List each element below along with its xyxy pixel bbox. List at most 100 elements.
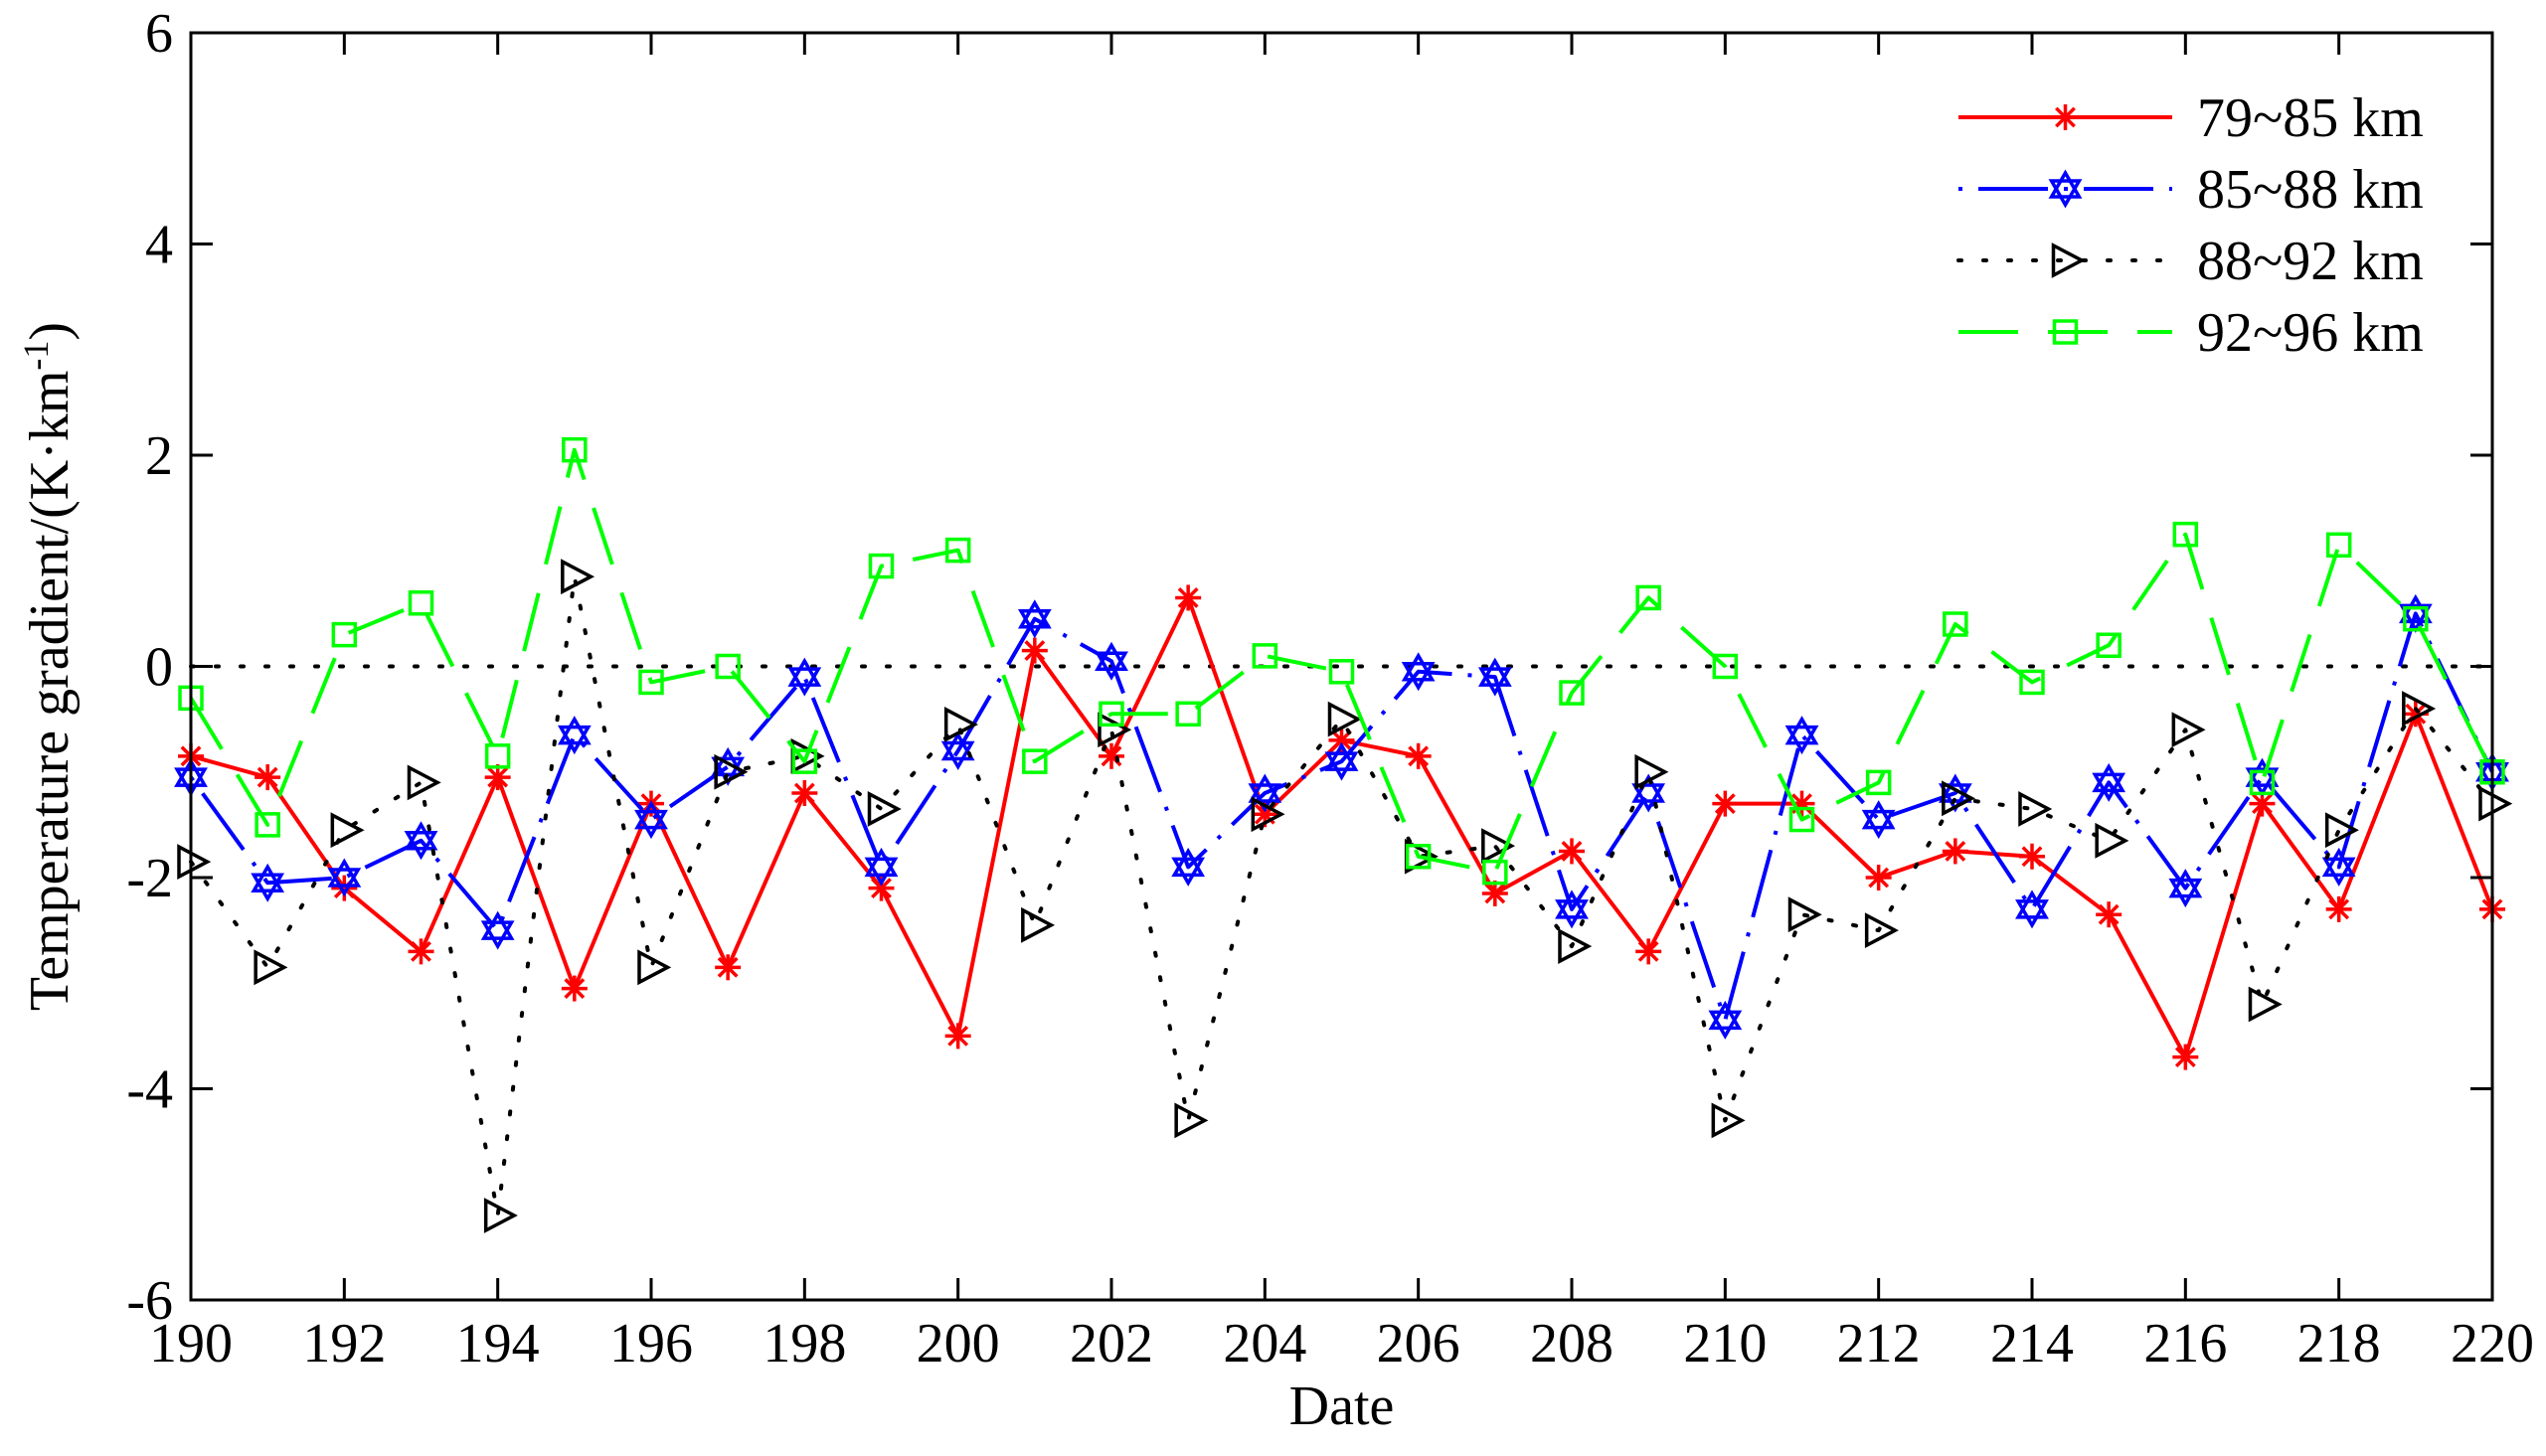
data-point-marker [1405, 742, 1432, 769]
triangle-shape [1174, 1102, 1209, 1139]
data-point-marker [408, 590, 434, 616]
square-shape [1099, 701, 1124, 728]
data-point-marker [327, 858, 362, 897]
hexagram-triangle [1555, 899, 1589, 929]
triangle-shape [483, 1198, 518, 1233]
data-point-marker [864, 847, 899, 887]
triangle-shape [1942, 780, 1976, 817]
data-point-marker [940, 730, 975, 771]
y-axis-title: Temperature gradient/(K·km-1) [16, 322, 81, 1011]
data-point-marker [787, 657, 822, 697]
axis-ticks: 190 192 194 196 198 200 202 204 206 208 210 212 214 2… [126, 3, 2534, 1375]
plot-series-layer [174, 436, 2513, 1233]
y-axis-title-close: ) [19, 322, 81, 341]
data-point-marker [255, 812, 280, 838]
square-shape [715, 653, 741, 680]
square-shape [1405, 844, 1432, 870]
hexagram-triangle [1095, 651, 1128, 681]
legend-entry: 88~92 km [1956, 231, 2424, 292]
x-tick-label: 210 [1683, 1313, 1767, 1375]
data-point-marker [1022, 748, 1048, 774]
data-point-marker [1327, 701, 1362, 737]
data-point-marker [255, 764, 281, 791]
asterisk-stroke [487, 766, 509, 788]
data-point-marker [1477, 657, 1512, 697]
data-point-marker [2172, 1044, 2199, 1070]
data-point-marker [2171, 712, 2206, 748]
data-point-marker [1401, 652, 1436, 692]
hexagram-triangle [480, 920, 515, 950]
square-shape [484, 743, 511, 769]
data-point-marker [331, 621, 358, 648]
y-tick-label: -2 [126, 848, 173, 909]
hexagram-triangle [1708, 1000, 1743, 1031]
data-point-marker [2051, 243, 2086, 278]
data-point-marker [634, 800, 668, 840]
hexagram-triangle [1171, 847, 1206, 878]
data-point-marker [2015, 890, 2049, 929]
asterisk-stroke [411, 940, 431, 962]
data-point-marker [637, 949, 672, 986]
square-shape [1788, 806, 1815, 833]
data-point-marker [254, 949, 288, 986]
triangle-shape [177, 844, 212, 880]
hexagram-triangle [1401, 652, 1436, 682]
asterisk-stroke [793, 782, 815, 804]
hexagram-triangle [1555, 890, 1589, 919]
square-shape [1865, 769, 1892, 796]
legend: 79~85 km 85~88 km 88~92 km 92~96 km [1956, 87, 2424, 364]
hexagram-triangle [2048, 169, 2083, 199]
asterisk-stroke [1101, 745, 1122, 767]
data-point-marker [2478, 785, 2513, 822]
triangle-shape [2324, 812, 2359, 849]
data-point-marker [943, 707, 978, 742]
hexagram-triangle [1248, 773, 1282, 803]
asterisk-stroke [1177, 587, 1199, 608]
data-point-marker [1021, 637, 1048, 664]
triangle-shape [637, 949, 672, 986]
data-point-marker [1481, 880, 1508, 906]
square-shape [1943, 611, 1968, 637]
series-4 [178, 436, 2505, 886]
asterisk-stroke [1868, 867, 1890, 889]
data-point-marker [2403, 605, 2429, 632]
square-shape [2249, 769, 2276, 796]
asterisk-stroke [2252, 793, 2273, 815]
asterisk-stroke [871, 878, 892, 899]
data-point-marker [251, 863, 285, 902]
triangle-shape [2402, 691, 2437, 727]
hexagram-triangle [634, 809, 668, 840]
data-point-marker [562, 436, 588, 463]
x-axis-title: Date [1289, 1375, 1395, 1437]
data-point-marker [2096, 901, 2122, 928]
asterisk-stroke [1024, 640, 1046, 661]
square-shape [255, 812, 280, 838]
data-point-marker [638, 669, 664, 696]
triangle-shape [714, 753, 749, 790]
hexagram-triangle [557, 716, 592, 745]
square-shape [638, 669, 664, 696]
hexagram-triangle [1477, 657, 1512, 687]
data-point-marker [1099, 701, 1124, 728]
square-shape [1175, 701, 1201, 728]
hexagram-triangle [864, 857, 899, 887]
asterisk-stroke [1408, 745, 1430, 767]
data-point-marker [1711, 1102, 1746, 1139]
legend-entry: 85~88 km [1958, 159, 2424, 221]
y-tick-label: 2 [145, 425, 173, 487]
hexagram-triangle [2321, 857, 2356, 887]
x-tick-label: 206 [1377, 1313, 1460, 1375]
triangle-shape [2095, 822, 2129, 859]
data-point-marker [1175, 584, 1202, 611]
data-point-marker [867, 791, 902, 827]
data-point-marker [2052, 319, 2079, 345]
data-point-marker [2048, 169, 2083, 209]
hexagram-triangle [557, 725, 592, 755]
triangle-shape [1021, 906, 1056, 943]
data-point-marker [1171, 847, 1206, 887]
data-point-marker [1328, 659, 1355, 685]
hexagram-triangle [2092, 762, 2126, 793]
square-shape [1635, 584, 1661, 611]
data-point-marker [1248, 773, 1282, 813]
